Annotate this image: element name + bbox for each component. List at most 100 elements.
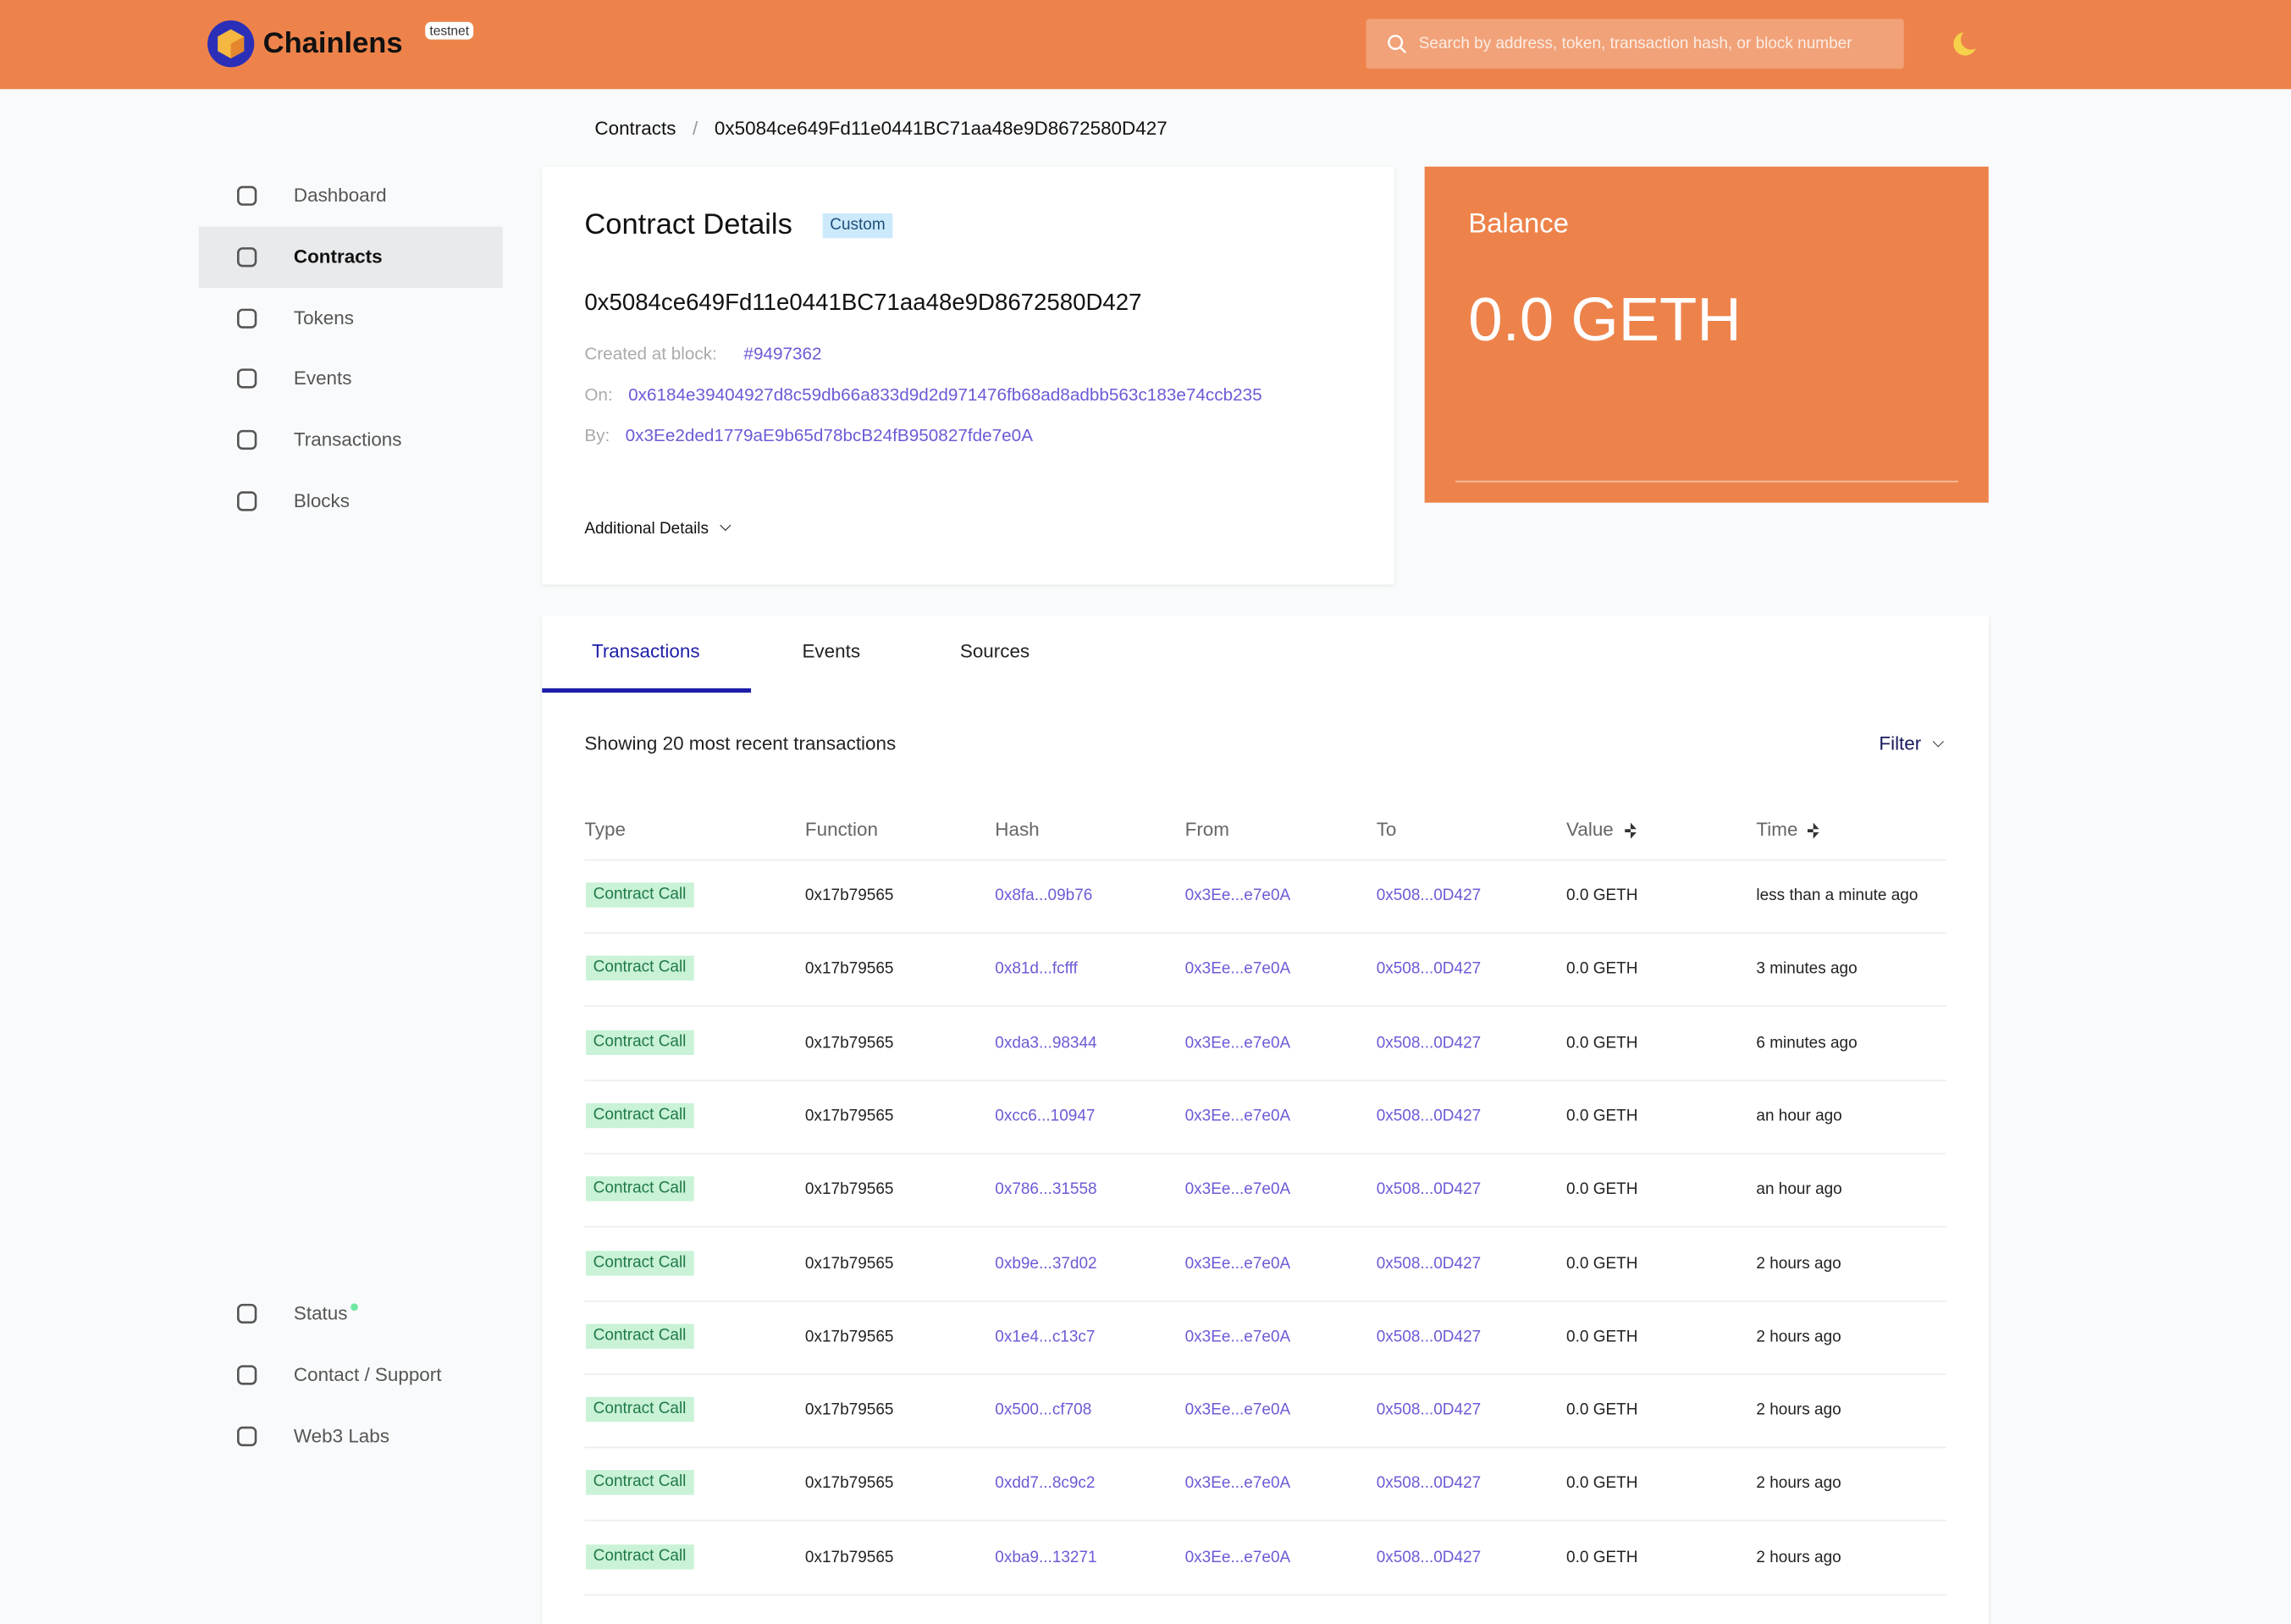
cell[interactable]: 0xda3...98344: [995, 1034, 1097, 1052]
nav-item[interactable]: Web3 Labs: [293, 1423, 389, 1446]
cell[interactable]: 0x508...0D427: [1376, 1180, 1482, 1199]
row-divider: [584, 1373, 1946, 1375]
column-header: Hash: [995, 818, 1040, 841]
cell: an hour ago: [1756, 1107, 1842, 1125]
cell: 0x17b79565: [804, 1401, 894, 1419]
nav-item[interactable]: Status: [293, 1301, 348, 1324]
balance-title: Balance: [1468, 208, 1569, 240]
balance-amount: 0.0 GETH: [1468, 284, 1742, 354]
tx-link[interactable]: 0x6184e39404927d8c59db66a833d9d2d971476f…: [628, 384, 1262, 406]
header: [0, 0, 2291, 90]
cell[interactable]: 0x786...31558: [995, 1180, 1097, 1199]
cell: less than a minute ago: [1756, 887, 1918, 905]
breadcrumb-link[interactable]: Contracts: [594, 117, 676, 139]
divider: [1455, 480, 1958, 483]
cell[interactable]: 0x3Ee...e7e0A: [1184, 1034, 1291, 1052]
theme-toggle[interactable]: [1951, 29, 1980, 59]
cell[interactable]: 0x508...0D427: [1376, 1254, 1482, 1273]
cell: 0.0 GETH: [1566, 1034, 1638, 1052]
contract-address: 0x5084ce649Fd11e0441BC71aa48e9D8672580D4…: [584, 290, 1142, 316]
row-divider: [584, 1226, 1946, 1228]
cell: 2 hours ago: [1756, 1475, 1841, 1493]
row-divider: [584, 859, 1946, 861]
cell[interactable]: 0x3Ee...e7e0A: [1184, 1328, 1291, 1346]
tab[interactable]: Transactions: [591, 639, 700, 662]
cell[interactable]: 0x3Ee...e7e0A: [1184, 1401, 1291, 1419]
logo: [207, 20, 255, 68]
row-divider: [584, 1446, 1946, 1449]
cell: 0.0 GETH: [1566, 1475, 1638, 1493]
cell[interactable]: 0x3Ee...e7e0A: [1184, 1254, 1291, 1273]
cell[interactable]: 0x508...0D427: [1376, 1107, 1482, 1125]
row-divider: [584, 1079, 1946, 1081]
nav-icon: [237, 1426, 257, 1446]
cell: 2 hours ago: [1756, 1401, 1841, 1419]
nav-icon: [237, 1364, 257, 1385]
cell[interactable]: 0x508...0D427: [1376, 1034, 1482, 1052]
cell: 0x17b79565: [804, 887, 894, 905]
cell[interactable]: 0x508...0D427: [1376, 887, 1482, 905]
cell: 0x17b79565: [804, 1475, 894, 1493]
filter-button[interactable]: Filter: [1879, 732, 1922, 754]
cell: 0x17b79565: [804, 1254, 894, 1273]
cell[interactable]: 0xcc6...10947: [995, 1107, 1096, 1125]
cell[interactable]: 0x3Ee...e7e0A: [1184, 1475, 1291, 1493]
nav-item[interactable]: Events: [293, 367, 352, 389]
column-header[interactable]: Time: [1756, 818, 1798, 841]
cell[interactable]: 0x508...0D427: [1376, 1328, 1482, 1346]
type-badge: Contract Call: [586, 1029, 694, 1055]
cell[interactable]: 0x8fa...09b76: [995, 887, 1093, 905]
cell[interactable]: 0x500...cf708: [995, 1401, 1092, 1419]
cell: 0.0 GETH: [1566, 1254, 1638, 1273]
status-dot: [351, 1303, 358, 1312]
nav-icon: [237, 430, 257, 450]
nav-item[interactable]: Contracts: [293, 245, 383, 268]
cell[interactable]: 0x508...0D427: [1376, 1401, 1482, 1419]
type-badge: Contract Call: [586, 956, 694, 981]
cell[interactable]: 0x3Ee...e7e0A: [1184, 1180, 1291, 1199]
balance-card: [1424, 166, 1989, 503]
cell[interactable]: 0x1e4...c13c7: [995, 1328, 1096, 1346]
label: Created at block:: [584, 343, 717, 364]
cell[interactable]: 0x3Ee...e7e0A: [1184, 960, 1291, 979]
nav-item[interactable]: Contact / Support: [293, 1362, 442, 1385]
row-divider: [584, 1520, 1946, 1522]
cell: 0.0 GETH: [1566, 1180, 1638, 1199]
expand-toggle[interactable]: Additional Details: [584, 520, 709, 539]
cell[interactable]: 0xdd7...8c9c2: [995, 1475, 1096, 1493]
column-header: From: [1184, 818, 1229, 841]
type-badge: Contract Call: [586, 1250, 694, 1275]
cell[interactable]: 0x3Ee...e7e0A: [1184, 1548, 1291, 1566]
column-header[interactable]: Value: [1566, 818, 1614, 841]
nav-item[interactable]: Dashboard: [293, 184, 387, 207]
nav-item[interactable]: Transactions: [293, 428, 402, 450]
badge: Custom: [822, 213, 893, 239]
transactions-card: [542, 615, 1989, 1624]
search-box[interactable]: [1366, 19, 1904, 69]
nav-item[interactable]: Blocks: [293, 489, 350, 512]
cell[interactable]: 0x81d...fcfff: [995, 960, 1078, 979]
tab[interactable]: Sources: [959, 639, 1030, 662]
nav-icon: [237, 246, 257, 268]
cell[interactable]: 0x3Ee...e7e0A: [1184, 887, 1291, 905]
cell[interactable]: 0xb9e...37d02: [995, 1254, 1097, 1273]
cell[interactable]: 0x3Ee...e7e0A: [1184, 1107, 1291, 1125]
cell[interactable]: 0xba9...13271: [995, 1548, 1097, 1566]
cell: 0.0 GETH: [1566, 960, 1638, 979]
address-link[interactable]: 0x3Ee2ded1779aE9b65d78bcB24fB950827fde7e…: [625, 425, 1034, 446]
column-header: Type: [584, 818, 626, 841]
cell: 0.0 GETH: [1566, 1548, 1638, 1566]
cell: 2 hours ago: [1756, 1328, 1841, 1346]
label: By:: [584, 425, 610, 446]
cell: 0x17b79565: [804, 1107, 894, 1125]
tab[interactable]: Events: [802, 639, 861, 662]
cell[interactable]: 0x508...0D427: [1376, 1475, 1482, 1493]
nav-item[interactable]: Tokens: [293, 306, 354, 329]
block-link[interactable]: #9497362: [743, 343, 822, 364]
cell[interactable]: 0x508...0D427: [1376, 1548, 1482, 1566]
caption: Showing 20 most recent transactions: [584, 732, 897, 754]
nav-icon: [237, 491, 257, 511]
cell[interactable]: 0x508...0D427: [1376, 960, 1482, 979]
